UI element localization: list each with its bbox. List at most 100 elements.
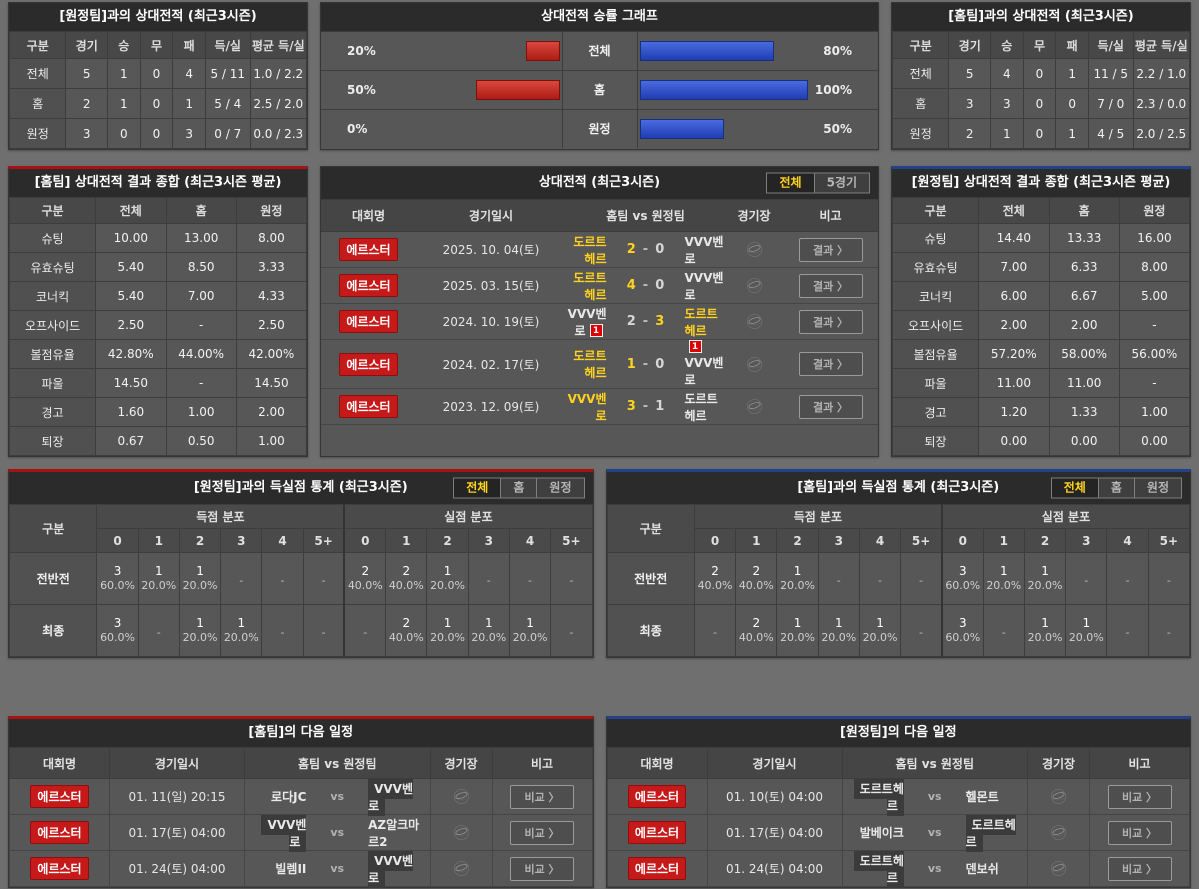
tab-all[interactable]: 전체 <box>766 172 815 194</box>
scored-group-header: 득점 분포 <box>693 504 943 529</box>
result-button[interactable]: 결과 〉 <box>798 394 863 419</box>
compare-button[interactable]: 비교 〉 <box>510 856 574 881</box>
header-row: 구분 득점 분포 실점 분포 <box>8 504 593 553</box>
empty-value: - <box>1166 626 1171 639</box>
tab-5games[interactable]: 5경기 <box>813 172 870 194</box>
scored-bin-header: 5+ <box>302 528 345 553</box>
empty-value: - <box>569 574 574 587</box>
count-value: 2 <box>752 616 761 630</box>
compare-button[interactable]: 비교 〉 <box>510 784 574 809</box>
stat-value: 0 <box>1055 88 1089 119</box>
home-team-name: VVV벤로 <box>567 391 607 423</box>
count-value: 1 <box>1082 616 1091 630</box>
tab-all[interactable]: 전체 <box>1050 477 1099 499</box>
tab-away[interactable]: 원정 <box>1133 477 1182 499</box>
stat-value: 3 <box>948 88 991 119</box>
percent-value: 20.0% <box>1027 579 1063 592</box>
empty-value: - <box>321 574 326 587</box>
scored-cell: 1 20.0% <box>178 604 222 657</box>
stat-value: 0 <box>139 88 174 119</box>
away-team: 덴보쉬 <box>954 860 1027 877</box>
chart-category-label: 홈 <box>593 83 606 97</box>
left-bar-track <box>376 80 562 100</box>
result-button[interactable]: 결과 〉 <box>798 352 863 376</box>
vs-label: vs <box>927 862 942 875</box>
conceded-cell: 2 40.0% <box>343 552 387 605</box>
tab-away[interactable]: 원정 <box>536 477 585 499</box>
percent-value: 20.0% <box>430 579 466 592</box>
scored-bin-header: 0 <box>96 528 139 553</box>
compare-button[interactable]: 비교 〉 <box>1107 784 1172 809</box>
table-row: 오프사이드 2.00 2.00- <box>891 310 1191 340</box>
league-badge: 에르스터 <box>627 821 687 844</box>
count-value: 3 <box>958 616 967 630</box>
left-bar-cell: 50% <box>321 71 563 109</box>
home-winrate-value: 50% <box>823 122 852 136</box>
tab-home[interactable]: 홈 <box>500 477 538 499</box>
tab-home[interactable]: 홈 <box>1097 477 1135 499</box>
venue-globe-icon[interactable] <box>1050 860 1067 877</box>
action-cell: 결과 〉 <box>783 231 878 268</box>
away-score: 0 <box>655 242 665 257</box>
venue-globe-icon[interactable] <box>746 356 763 373</box>
venue-globe-icon[interactable] <box>453 860 470 877</box>
conceded-bin-header: 5+ <box>1147 528 1191 553</box>
table-row: 전체 5 1 0 4 5 / 11 1.0 / 2.2 <box>8 58 308 89</box>
league-cell: 에르스터 <box>321 339 416 389</box>
row-label: 전체 <box>8 58 67 89</box>
row-label: 코너킥 <box>8 281 97 311</box>
conceded-cell: 1 20.0% <box>1023 604 1067 657</box>
home-winrate-bar <box>639 119 724 139</box>
venue-globe-icon[interactable] <box>453 824 470 841</box>
venue-globe-icon[interactable] <box>1050 824 1067 841</box>
panel-summary-away: [원정팀] 상대전적 결과 종합 (최근3시즌 평균) 구분 전체 홈 원정 슈팅 14.… <box>891 166 1191 457</box>
match-date: 2024. 10. 19(토) <box>416 303 566 340</box>
right-bar-cell: 100% <box>636 71 879 109</box>
column-header: 승 <box>107 31 141 59</box>
schedule-row: 에르스터 01. 17(토) 04:00 VVV벤로 vs AZ알크마르2 비교 〉 <box>9 814 593 852</box>
result-button[interactable]: 결과 〉 <box>798 273 863 298</box>
empty-value: - <box>156 626 161 639</box>
scored-cell: 2 40.0% <box>735 604 778 657</box>
panel-title-schedule-away: [원정팀]의 다음 일정 <box>606 719 1190 747</box>
compare-button[interactable]: 비교 〉 <box>510 820 574 845</box>
venue-globe-icon[interactable] <box>746 398 763 415</box>
scored-cell: - <box>302 604 345 657</box>
column-header: 패 <box>1055 31 1089 59</box>
tab-all[interactable]: 전체 <box>453 477 502 499</box>
goals-vs-away-title: [원정팀]과의 득실점 통계 (최근3시즌) <box>193 480 408 495</box>
teams-cell: VVV벤로 vs AZ알크마르2 <box>244 814 431 852</box>
stat-value: 14.50 <box>235 368 308 398</box>
stat-value: 0 <box>1022 88 1057 119</box>
count-value: 1 <box>196 564 204 578</box>
header-row: 구분 득점 분포 실점 분포 <box>606 504 1190 553</box>
result-button[interactable]: 결과 〉 <box>798 309 863 334</box>
match-score: 1-0 <box>619 357 673 372</box>
conceded-cell: 2 40.0% <box>385 604 428 657</box>
league-badge: 에르스터 <box>339 395 398 418</box>
left-bar-cell: 20% <box>321 32 563 70</box>
panel-title-goals-vs-away: [원정팀]과의 득실점 통계 (최근3시즌) 전체 홈 원정 <box>9 472 593 504</box>
venue-globe-icon[interactable] <box>746 277 763 294</box>
stat-value: 5 / 11 <box>204 58 251 89</box>
match-date: 2023. 12. 09(토) <box>416 388 566 425</box>
percent-value: 40.0% <box>738 579 774 592</box>
result-button[interactable]: 결과 〉 <box>798 237 863 262</box>
row-label: 전반전 <box>8 552 98 605</box>
venue-globe-icon[interactable] <box>1050 788 1067 805</box>
stat-value: 2.2 / 1.0 <box>1132 58 1191 89</box>
action-cell: 결과 〉 <box>783 303 878 340</box>
match-row: 에르스터 2024. 02. 17(토) 도르트헤르 1-0 1VVV벤로 결과 〉 <box>321 339 878 389</box>
panel-title-h2h-vs-away: [원정팀]과의 상대전적 (최근3시즌) <box>9 3 307 31</box>
home-team: 도르트헤르 <box>566 233 619 267</box>
compare-button[interactable]: 비교 〉 <box>1107 820 1172 845</box>
compare-button[interactable]: 비교 〉 <box>1107 856 1172 881</box>
venue-globe-icon[interactable] <box>746 313 763 330</box>
percent-value: 40.0% <box>697 579 733 592</box>
conceded-cell: - <box>1065 552 1108 605</box>
row-group-header: 구분 <box>8 504 98 553</box>
match-date: 2025. 03. 15(토) <box>416 267 566 304</box>
venue-globe-icon[interactable] <box>746 241 763 258</box>
venue-globe-icon[interactable] <box>453 788 470 805</box>
